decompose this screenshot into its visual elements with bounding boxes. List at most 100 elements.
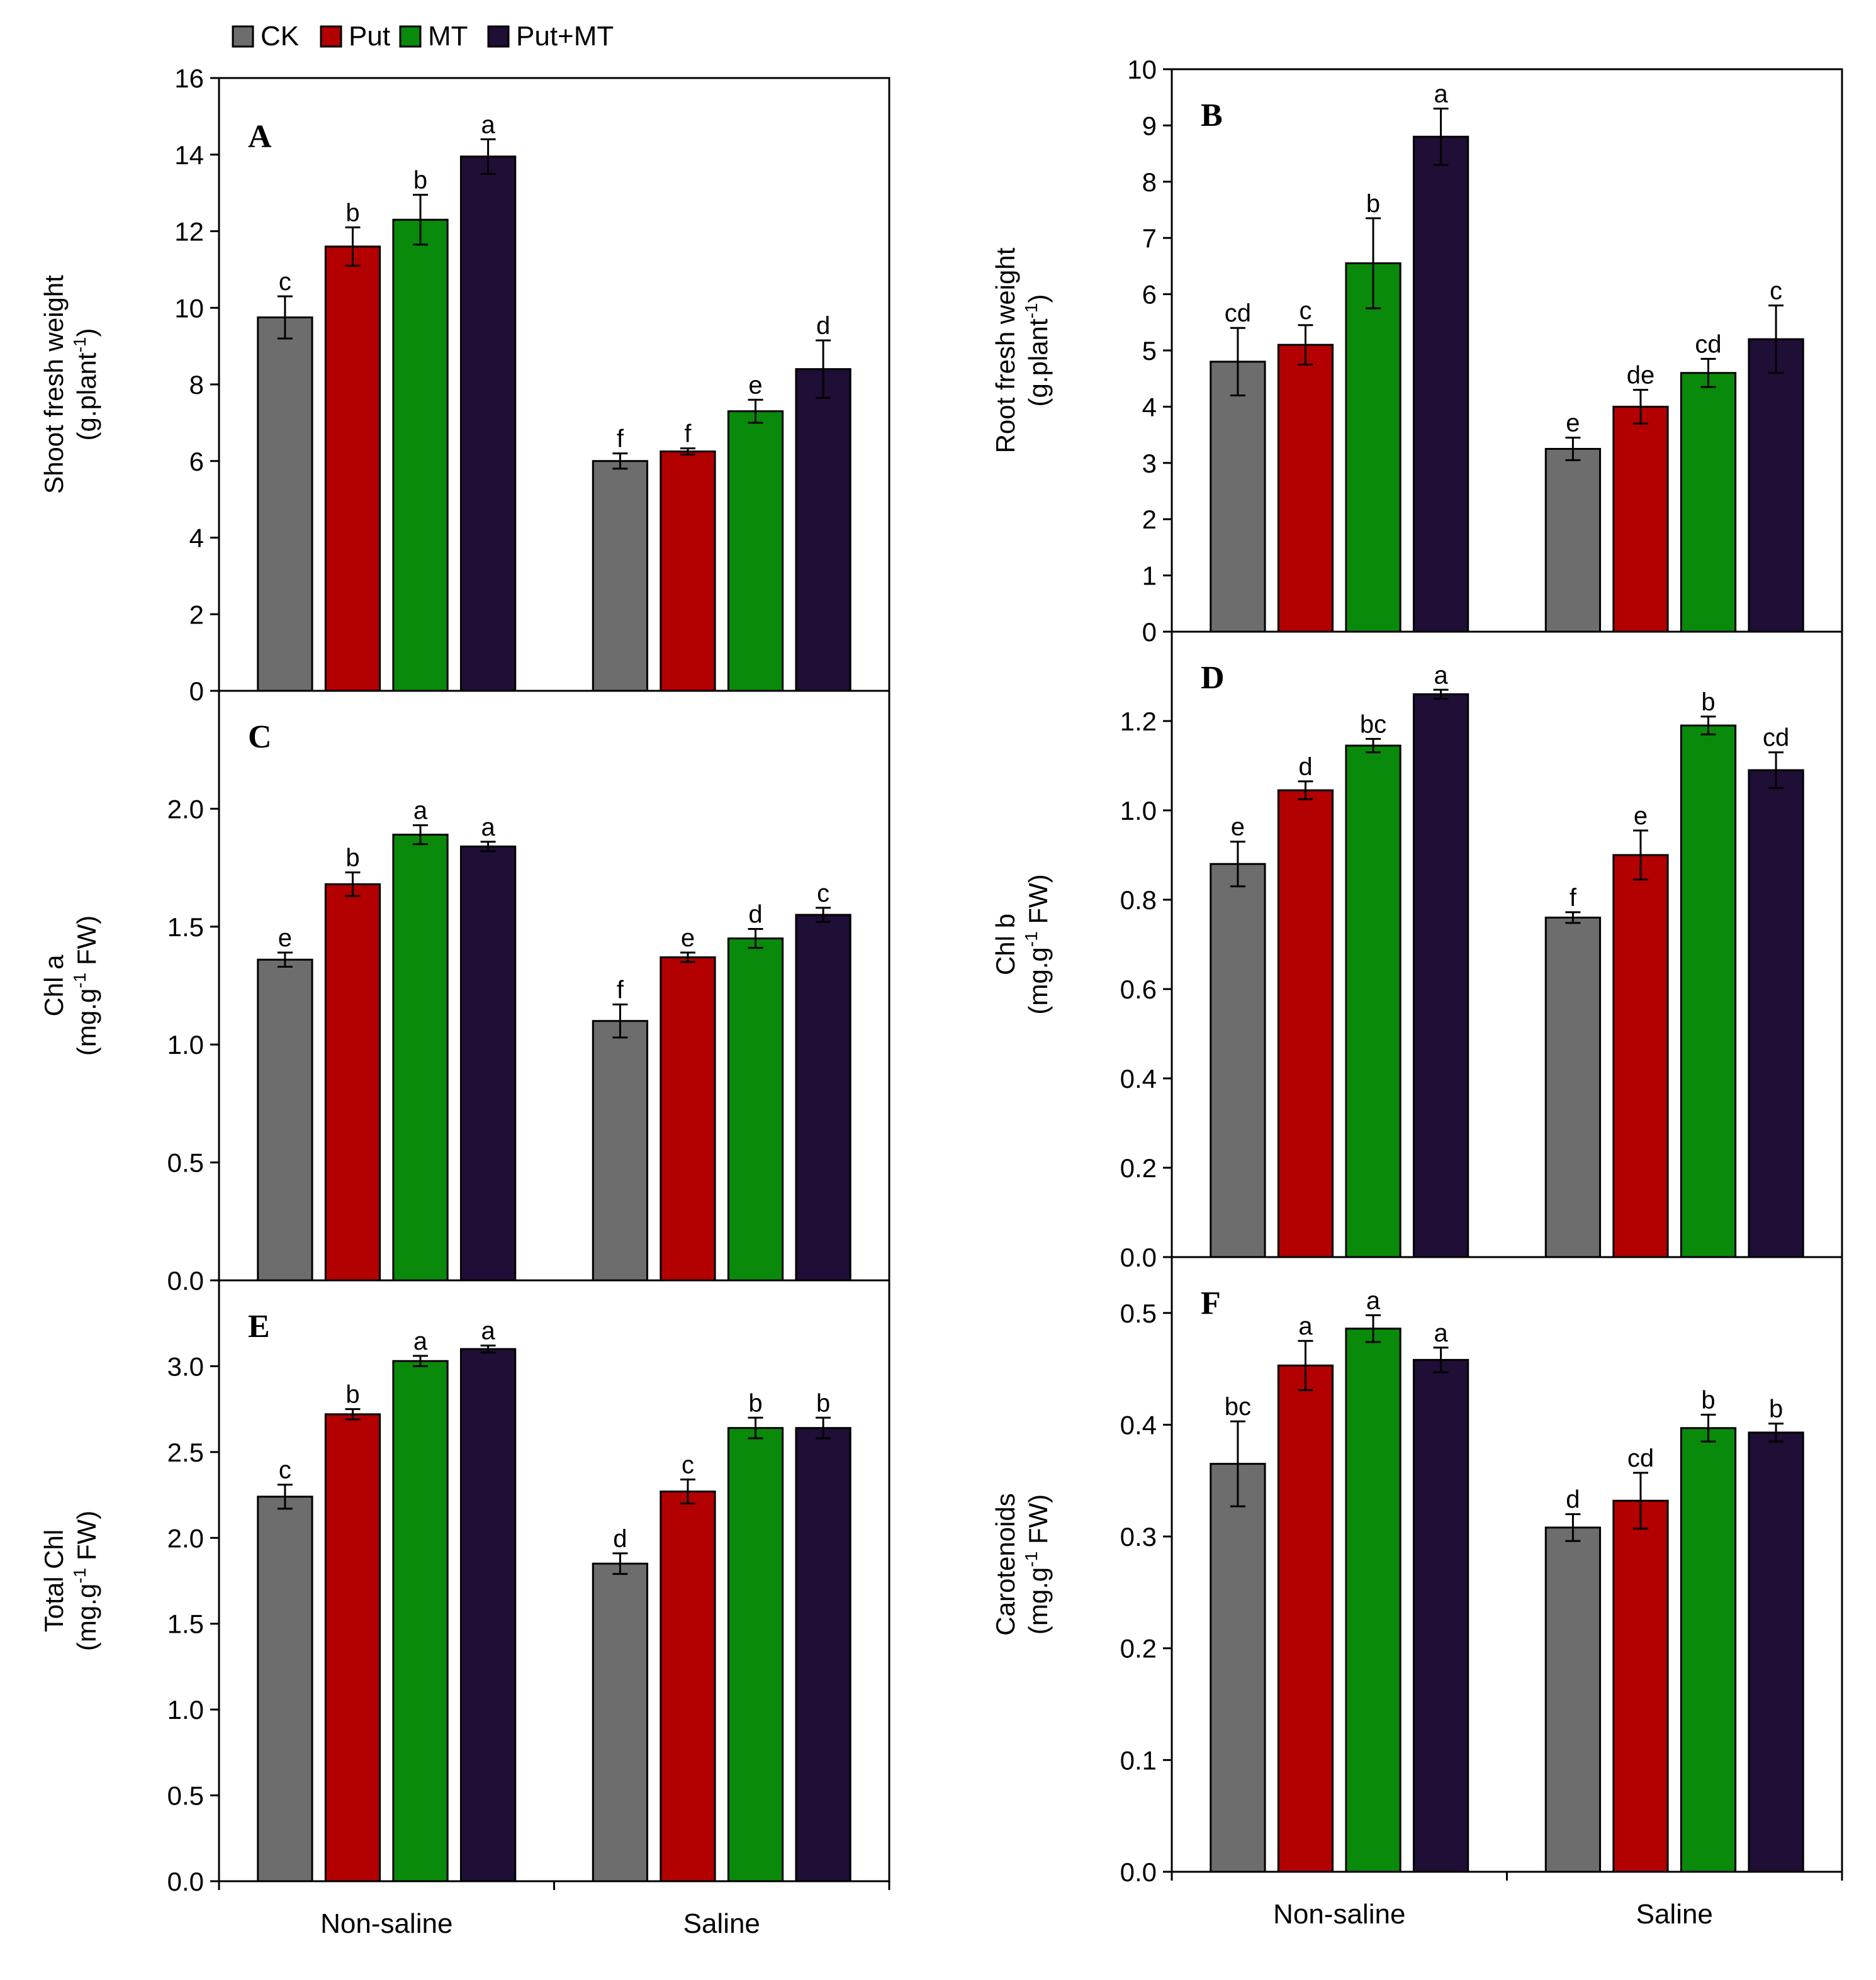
bar-put-saline bbox=[660, 450, 716, 692]
y-tick-label: 1.0 bbox=[167, 1695, 204, 1725]
legend-label: Put bbox=[349, 21, 390, 52]
bar-put-saline bbox=[660, 1491, 716, 1882]
legend-label: Put+MT bbox=[516, 21, 614, 52]
y-axis-title-line2: (mg.g bbox=[1023, 1567, 1053, 1635]
y-tick-label: 14 bbox=[174, 140, 204, 170]
significance-label: d bbox=[613, 1525, 627, 1553]
panel-letter: E bbox=[248, 1309, 270, 1345]
panel-letter: C bbox=[248, 719, 272, 755]
y-axis-title-line2: (mg.g bbox=[72, 988, 101, 1056]
x-category-label: Non-saline bbox=[1273, 1899, 1405, 1930]
significance-label: b bbox=[748, 1389, 762, 1417]
bar-put-non-saline bbox=[324, 1413, 381, 1882]
significance-label: a bbox=[1298, 1312, 1313, 1340]
significance-label: c bbox=[817, 880, 829, 907]
y-axis-title: Carotenoids (mg.g-1 FW) bbox=[991, 1493, 1053, 1635]
significance-label: b bbox=[816, 1389, 830, 1417]
significance-label: c bbox=[279, 268, 291, 296]
y-axis-title-line1: Chl a bbox=[39, 954, 69, 1017]
y-tick-label: 12 bbox=[174, 217, 204, 247]
significance-label: c bbox=[1299, 297, 1312, 325]
panel-c: 0.0 0.5 1.0 1.5 2.0 C Chl a(mg.g-1 FW) e b a a f e d c bbox=[39, 690, 890, 1295]
legend-label: MT bbox=[428, 21, 468, 52]
bar-put-mt-saline bbox=[1748, 338, 1804, 633]
bar-ck-saline bbox=[592, 1020, 649, 1282]
significance-label: f bbox=[1570, 884, 1577, 912]
bar-put-mt-non-saline bbox=[459, 155, 517, 692]
y-tick-label: 10 bbox=[1127, 55, 1157, 84]
significance-label: b bbox=[1769, 1396, 1783, 1423]
significance-label: b bbox=[1366, 190, 1380, 218]
significance-label: a bbox=[413, 1328, 428, 1355]
x-category-label: Non-saline bbox=[320, 1908, 452, 1939]
y-axis-title-superscript: -1 bbox=[70, 973, 89, 988]
panel-letter: A bbox=[248, 119, 272, 155]
significance-label: e bbox=[1634, 802, 1648, 830]
legend-swatch-mt bbox=[399, 25, 422, 48]
y-axis-title-superscript: -1 bbox=[70, 1568, 89, 1584]
y-tick-label: 0.0 bbox=[167, 1867, 204, 1896]
bar-mt-non-saline bbox=[1345, 262, 1401, 633]
y-tick-label: 0 bbox=[1142, 617, 1157, 647]
significance-label: c bbox=[279, 1457, 291, 1484]
y-axis-title-unit-tail: ) bbox=[1023, 294, 1053, 303]
bar-ck-non-saline bbox=[1210, 863, 1266, 1258]
significance-label: e bbox=[1231, 814, 1245, 841]
y-tick-label: 16 bbox=[174, 64, 204, 93]
significance-label: b bbox=[413, 167, 427, 194]
significance-label: d bbox=[1566, 1486, 1580, 1514]
y-axis-title-superscript: -1 bbox=[70, 337, 89, 353]
legend: CK Put MT Put+MT bbox=[232, 21, 614, 52]
legend-label: CK bbox=[261, 21, 299, 52]
y-tick-label: 2 bbox=[1142, 505, 1157, 534]
bar-put-mt-non-saline bbox=[1412, 693, 1469, 1258]
significance-label: b bbox=[345, 844, 359, 872]
bar-ck-saline bbox=[1544, 916, 1602, 1258]
y-tick-label: 0.5 bbox=[167, 1781, 204, 1811]
significance-label: cd bbox=[1225, 299, 1251, 327]
significance-label: a bbox=[481, 1317, 495, 1345]
bar-mt-non-saline bbox=[392, 218, 449, 692]
y-tick-label: 2.5 bbox=[167, 1438, 204, 1467]
bar-put-saline bbox=[1612, 405, 1669, 633]
bar-mt-saline bbox=[727, 1427, 784, 1882]
y-tick-label: 0.2 bbox=[1120, 1634, 1157, 1664]
significance-label: b bbox=[345, 199, 359, 227]
significance-label: e bbox=[278, 924, 292, 952]
y-tick-label: 0.2 bbox=[1120, 1153, 1157, 1183]
y-tick-label: 0.0 bbox=[1120, 1243, 1157, 1272]
significance-label: d bbox=[748, 901, 762, 929]
bar-put-mt-saline bbox=[795, 914, 851, 1282]
x-category-label: Saline bbox=[683, 1908, 760, 1939]
significance-label: cd bbox=[1695, 330, 1721, 358]
bar-ck-non-saline bbox=[257, 958, 313, 1282]
bar-put-non-saline bbox=[1277, 344, 1334, 633]
bar-put-non-saline bbox=[324, 245, 381, 692]
y-tick-label: 0.5 bbox=[167, 1148, 204, 1178]
significance-label: cd bbox=[1627, 1445, 1654, 1472]
y-tick-label: 6 bbox=[189, 447, 204, 476]
y-tick-label: 2 bbox=[189, 600, 204, 629]
y-tick-label: 6 bbox=[1142, 280, 1157, 310]
y-tick-label: 10 bbox=[174, 293, 204, 323]
bar-mt-non-saline bbox=[392, 834, 449, 1282]
bar-put-non-saline bbox=[324, 883, 381, 1282]
significance-label: c bbox=[1770, 277, 1782, 305]
panel-f: 0.0 0.1 0.2 0.3 0.4 0.5 Non-saline Saline F Carot… bbox=[991, 1256, 1843, 1930]
bar-mt-saline bbox=[1680, 372, 1737, 633]
y-axis-title: Chl a(mg.g-1 FW) bbox=[39, 915, 101, 1056]
y-tick-label: 3 bbox=[1142, 449, 1157, 478]
panel-letter: F bbox=[1201, 1285, 1221, 1321]
significance-label: de bbox=[1627, 362, 1655, 389]
significance-label: f bbox=[617, 425, 624, 453]
y-axis-title: Root fresh weight (g.plant-1) bbox=[991, 247, 1053, 453]
significance-label: f bbox=[617, 976, 624, 1004]
y-tick-label: 0.8 bbox=[1120, 885, 1157, 915]
bar-ck-saline bbox=[1544, 1526, 1602, 1873]
bar-mt-non-saline bbox=[1345, 744, 1401, 1258]
y-tick-label: 1.0 bbox=[1120, 796, 1157, 825]
significance-label: e bbox=[748, 371, 762, 399]
y-tick-label: 3.0 bbox=[167, 1351, 204, 1381]
panel-d: 0.0 0.2 0.4 0.6 0.8 1.0 1.2 D Chl b(mg.g-1 FW) e d… bbox=[991, 630, 1843, 1272]
